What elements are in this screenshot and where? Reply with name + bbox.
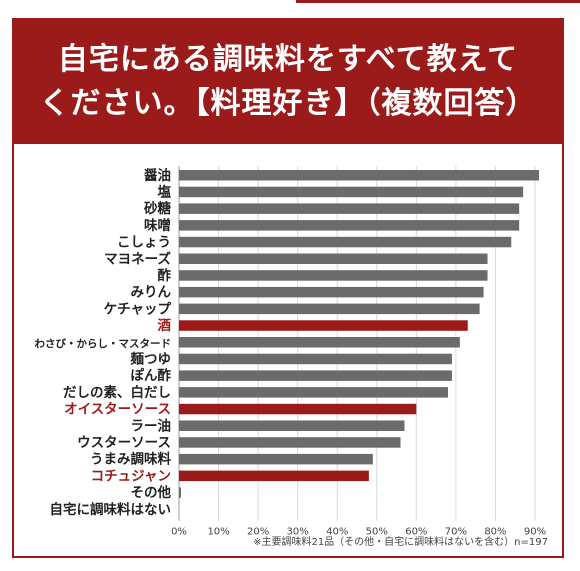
bar	[179, 437, 401, 448]
chart-frame: 自宅にある調味料をすべて教えて ください。【料理好き】（複数回答） 0% 10% 2…	[12, 18, 564, 558]
category-label: 醤油	[144, 167, 171, 184]
category-label: コチュジャン	[91, 468, 171, 484]
bar	[179, 470, 369, 482]
category-label: だしの素、白だし	[63, 384, 171, 401]
bar	[179, 286, 484, 298]
x-tick-label: 90%	[524, 527, 546, 538]
bar	[179, 353, 452, 365]
category-label: みりん	[131, 285, 172, 301]
bar	[179, 253, 488, 264]
title-banner: 自宅にある調味料をすべて教えて ください。【料理好き】（複数回答）	[14, 20, 562, 144]
bar	[179, 220, 520, 231]
bar	[179, 236, 512, 248]
title-line-1: 自宅にある調味料をすべて教えて	[57, 42, 519, 77]
x-tick-label: 70%	[445, 527, 467, 538]
bar	[179, 453, 373, 465]
x-tick-label: 50%	[366, 527, 388, 538]
bar	[179, 203, 520, 214]
bar	[179, 420, 405, 431]
footnote: ※主要調味料21品（その他・自宅に調味料はないを含む）n=197	[253, 537, 548, 548]
title-line-2: ください。【料理好き】（複数回答）	[39, 86, 537, 121]
category-label: 砂糖	[144, 200, 171, 217]
category-label: うまみ調味料	[90, 451, 171, 468]
category-label: その他	[131, 484, 172, 501]
category-label: ウスターソース	[77, 435, 171, 451]
bar	[179, 270, 488, 281]
category-label: 自宅に調味料はない	[50, 501, 172, 518]
category-label: オイスターソース	[64, 402, 171, 418]
x-tick-label: 40%	[326, 527, 348, 538]
x-tick-label: 10%	[207, 527, 229, 538]
category-label: マヨネーズ	[104, 250, 171, 267]
bar	[179, 337, 460, 348]
category-label: こしょう	[117, 235, 171, 251]
category-label: わさび・からし・マスタード	[35, 337, 172, 350]
category-label: 塩	[158, 183, 172, 200]
category-label: ケチャップ	[104, 301, 172, 317]
bar	[179, 186, 524, 198]
x-tick-label: 0%	[171, 527, 187, 538]
category-label: 味噌	[144, 217, 171, 234]
category-label: 酢	[158, 267, 172, 284]
top-accent-line	[296, 0, 580, 3]
bar	[179, 403, 417, 415]
category-label: 麺つゆ	[130, 350, 172, 367]
x-tick-label: 30%	[287, 527, 309, 538]
bar	[179, 320, 468, 331]
category-label: 酒	[158, 318, 172, 334]
bar	[179, 170, 539, 181]
bar	[179, 387, 448, 398]
bar-chart: 0% 10% 20% 30% 40% 50% 60% 70% 80% 90% 醤油塩砂糖味噌こしょう…	[35, 166, 546, 538]
x-tick-label: 80%	[484, 527, 506, 538]
bar	[179, 370, 452, 381]
category-label: ラー油	[131, 417, 172, 434]
x-tick-label: 60%	[405, 527, 427, 538]
category-label: ぽん酢	[131, 367, 172, 384]
bar	[179, 303, 480, 315]
bar	[179, 487, 181, 498]
x-tick-label: 20%	[247, 527, 269, 538]
